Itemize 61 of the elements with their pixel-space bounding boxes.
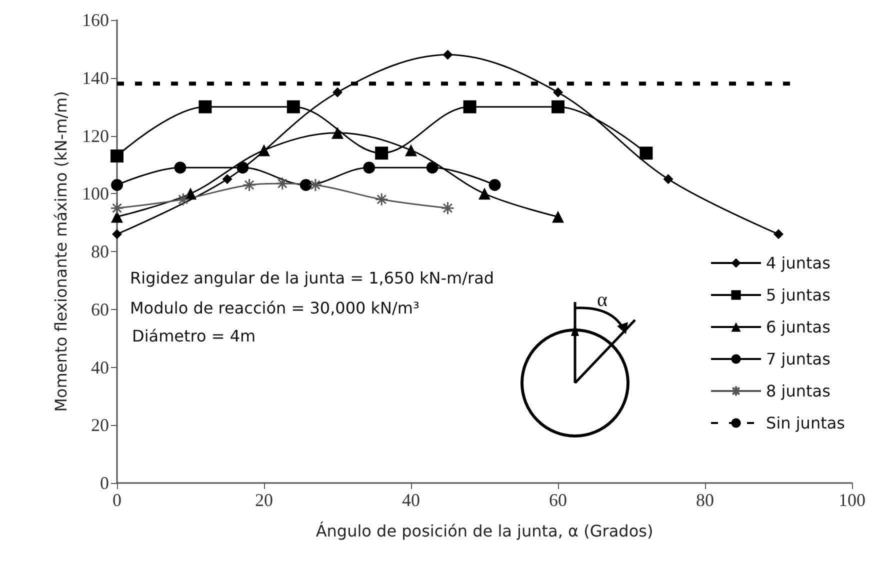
y-tick-label: 140: [82, 68, 109, 88]
point: [332, 87, 342, 98]
legend-label: 8 juntas: [766, 382, 830, 400]
y-tick-label: 20: [91, 415, 109, 436]
legend-label: 6 juntas: [766, 318, 830, 336]
point: [110, 201, 124, 215]
annotation: Rigidez angular de la junta = 1,650 kN-m/rad: [130, 268, 494, 288]
point: [374, 192, 388, 206]
point: [426, 162, 438, 174]
point: [552, 100, 564, 114]
y-tick-label: 40: [91, 357, 109, 378]
point: [442, 50, 453, 60]
y-tick-label: 160: [82, 10, 109, 30]
point: [332, 126, 344, 139]
point: [222, 174, 232, 184]
point: [375, 146, 388, 160]
legend-label: 7 juntas: [766, 350, 830, 368]
point: [111, 178, 123, 191]
point: [663, 174, 674, 184]
x-tick-label: 20: [255, 490, 273, 510]
y-axis-title: Momento flexionante máximo (kN-m/m): [52, 91, 70, 412]
annotation: Modulo de reacción = 30,000 kN/m³: [130, 298, 420, 318]
x-tick-label: 60: [549, 490, 567, 510]
y-tick-label: 0: [100, 473, 109, 493]
x-tick-label: 80: [696, 490, 714, 510]
x-tick-label: 100: [838, 490, 866, 510]
point: [258, 144, 270, 156]
point: [463, 100, 476, 114]
y-tick-label: 120: [82, 126, 109, 146]
point: [405, 144, 417, 156]
point: [441, 201, 454, 215]
point: [478, 188, 490, 200]
legend-label: Sin juntas: [766, 414, 845, 432]
y-tick-label: 60: [91, 299, 109, 320]
y-tick-label: 80: [91, 242, 109, 262]
y-tick-label: 100: [82, 184, 109, 204]
point: [276, 176, 290, 190]
legend-label: 4 juntas: [766, 254, 830, 272]
point: [308, 178, 322, 192]
point: [363, 162, 376, 174]
point: [111, 210, 123, 223]
point: [110, 150, 124, 163]
x-axis-title: Ángulo de posición de la junta, α (Grados): [316, 522, 654, 540]
point: [236, 162, 249, 174]
point: [242, 178, 256, 192]
point: [553, 87, 563, 98]
point: [198, 100, 212, 114]
annotation: Diámetro = 4m: [132, 326, 256, 346]
point: [286, 100, 300, 114]
point: [176, 192, 190, 206]
point: [774, 229, 784, 240]
point: [112, 229, 122, 240]
point: [640, 146, 653, 160]
x-tick-label: 40: [402, 490, 420, 510]
point: [174, 162, 186, 174]
legend-label: 5 juntas: [766, 286, 830, 304]
point: [300, 178, 312, 191]
x-tick-label: 0: [112, 490, 122, 510]
point: [552, 210, 564, 223]
point: [488, 178, 501, 191]
annotation: α: [597, 289, 608, 311]
